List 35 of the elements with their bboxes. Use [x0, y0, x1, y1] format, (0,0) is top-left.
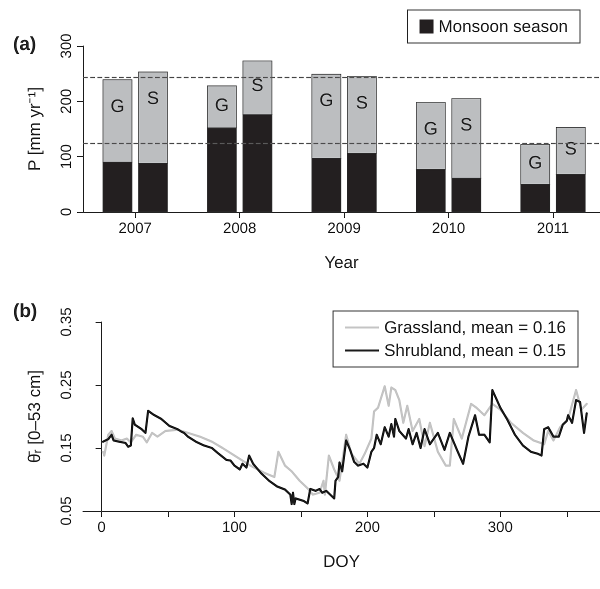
y-tick-label: 0.35	[58, 307, 75, 337]
legend-label: Monsoon season	[438, 17, 568, 36]
data-label: G	[528, 152, 542, 172]
x-axis-title: DOY	[323, 552, 360, 571]
x-axis-title: Year	[324, 253, 360, 272]
data-label: S	[146, 88, 159, 108]
y-tick-label: 0.05	[58, 496, 75, 526]
y-tick-label: 0	[58, 208, 75, 216]
legend-label: Shrubland, mean = 0.15	[384, 341, 566, 360]
y-tick-label: 300	[58, 33, 75, 59]
data-label: G	[110, 96, 124, 116]
data-label: S	[356, 92, 368, 112]
y-tick-label: 0.25	[58, 370, 75, 400]
data-label: G	[214, 94, 229, 115]
x-tick-label: 300	[488, 519, 513, 536]
x-tick-label: 0	[97, 519, 106, 536]
x-tick-label: 100	[222, 519, 248, 536]
y-tick-label: 100	[58, 144, 75, 170]
x-tick-label: 2009	[327, 220, 361, 237]
data-label: S	[251, 75, 264, 96]
chart-title: (a)	[13, 34, 36, 55]
legend-label: Grassland, mean = 0.16	[384, 318, 566, 337]
data-label: G	[319, 90, 334, 110]
x-tick-label: 2007	[118, 220, 152, 237]
y-tick-label: 0.15	[58, 433, 75, 463]
data-label: S	[460, 114, 472, 135]
data-label: G	[424, 118, 438, 138]
x-tick-label: 2010	[432, 220, 466, 237]
y-axis-title: P [mm yr⁻¹]	[25, 86, 44, 172]
x-tick-label: 200	[354, 519, 380, 536]
y-tick-label: 200	[58, 88, 75, 114]
x-tick-label: 2011	[536, 220, 570, 237]
y-axis-title: θ̄ᵣ [0–53 cm]	[25, 370, 44, 463]
x-tick-label: 2008	[222, 220, 256, 237]
chart-title: (b)	[13, 301, 38, 322]
